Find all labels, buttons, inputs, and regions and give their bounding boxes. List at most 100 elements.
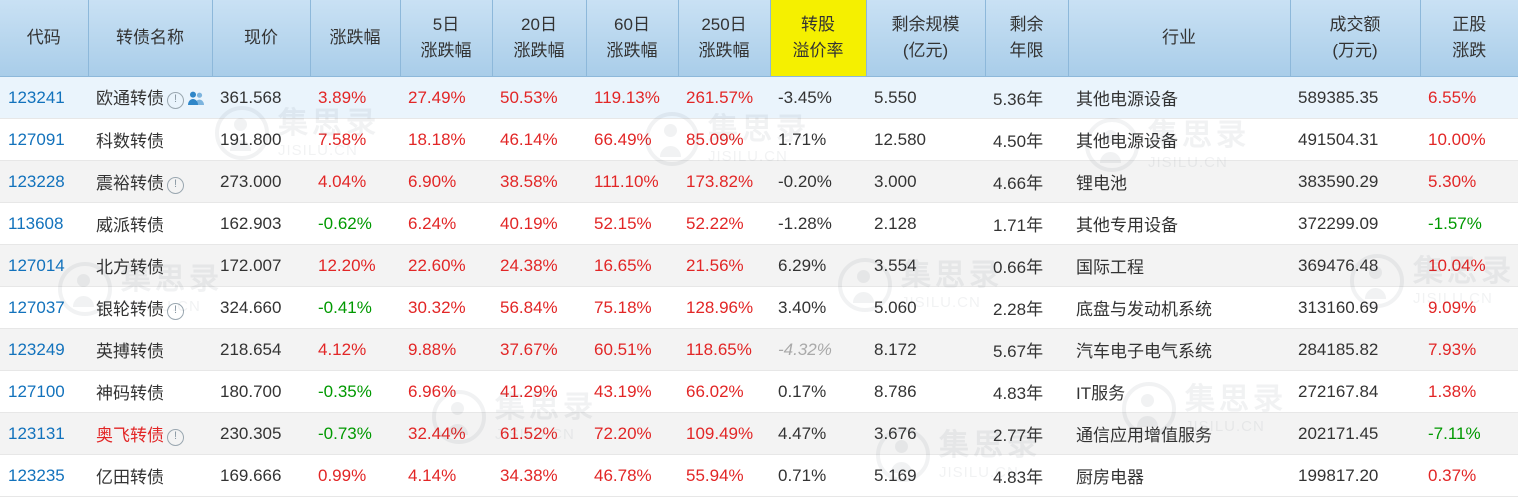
cell-size: 3.554 bbox=[866, 244, 985, 287]
cell-industry: IT服务 bbox=[1068, 370, 1290, 413]
cell-chg20: 34.38% bbox=[492, 454, 586, 497]
bond-name-link[interactable]: 欧通转债 bbox=[96, 89, 164, 108]
cell-chg250: 173.82% bbox=[678, 160, 770, 203]
cell-chg: 4.04% bbox=[310, 160, 400, 203]
cell-chg250: 21.56% bbox=[678, 244, 770, 287]
cell-name: 威派转债 bbox=[88, 202, 212, 245]
cell-chg250: 261.57% bbox=[678, 76, 770, 119]
info-icon[interactable]: ! bbox=[167, 177, 184, 194]
cell-chg20: 41.29% bbox=[492, 370, 586, 413]
cell-turnover: 284185.82 bbox=[1290, 328, 1420, 371]
bond-name-link[interactable]: 神码转债 bbox=[96, 384, 164, 403]
cell-chg60: 111.10% bbox=[586, 160, 678, 203]
table-row: 113608 威派转债 162.903 -0.62% 6.24% 40.19% 52.15%… bbox=[0, 202, 1518, 245]
column-header-label: 代码 bbox=[26, 28, 61, 47]
cell-years: 4.66年 bbox=[985, 160, 1068, 203]
column-header-chg60[interactable]: 60日 涨跌幅 bbox=[586, 0, 679, 77]
cell-size: 3.000 bbox=[866, 160, 985, 203]
column-header-label: 5日 bbox=[432, 15, 460, 34]
column-header-price[interactable]: 现价 bbox=[212, 0, 311, 77]
column-header-chg250[interactable]: 250日 涨跌幅 bbox=[678, 0, 771, 77]
cell-years: 1.71年 bbox=[985, 202, 1068, 245]
column-header-turnover[interactable]: 成交额 (万元) bbox=[1290, 0, 1421, 77]
bond-name-link[interactable]: 亿田转债 bbox=[96, 468, 164, 487]
cell-size: 12.580 bbox=[866, 118, 985, 161]
cell-stockchg: 7.93% bbox=[1420, 328, 1518, 371]
bond-code-link[interactable]: 113608 bbox=[8, 213, 64, 233]
cell-code: 123228 bbox=[0, 160, 88, 203]
column-header-name[interactable]: 转债名称 bbox=[88, 0, 213, 77]
cell-chg250: 109.49% bbox=[678, 412, 770, 455]
column-header-label: 溢价率 bbox=[792, 41, 844, 60]
column-header-label: 涨跌幅 bbox=[513, 41, 565, 60]
cell-premium: -4.32% bbox=[770, 328, 866, 371]
bond-name-link[interactable]: 英搏转债 bbox=[96, 342, 164, 361]
bond-code-link[interactable]: 127091 bbox=[8, 129, 65, 149]
bond-code-link[interactable]: 123249 bbox=[8, 339, 65, 359]
info-icon[interactable]: ! bbox=[167, 429, 184, 446]
bond-name-link[interactable]: 银轮转债 bbox=[96, 300, 164, 319]
column-header-label: 年限 bbox=[1009, 41, 1044, 60]
holders-icon[interactable] bbox=[187, 91, 206, 110]
cell-code: 123131 bbox=[0, 412, 88, 455]
cell-chg250: 128.96% bbox=[678, 286, 770, 329]
cell-chg: -0.35% bbox=[310, 370, 400, 413]
table-row: 123235 亿田转债 169.666 0.99% 4.14% 34.38% 46.78% 5… bbox=[0, 454, 1518, 497]
cell-premium: -1.28% bbox=[770, 202, 866, 245]
column-header-label: 20日 bbox=[521, 15, 557, 34]
column-header-label: 现价 bbox=[244, 28, 278, 47]
column-header-chg5[interactable]: 5日涨跌幅 bbox=[400, 0, 493, 77]
column-header-premium[interactable]: 转股 溢价率 bbox=[770, 0, 867, 77]
column-header-label: 剩余规模 bbox=[891, 15, 960, 34]
column-header-chg[interactable]: 涨跌幅 bbox=[310, 0, 401, 77]
cell-turnover: 491504.31 bbox=[1290, 118, 1420, 161]
bond-code-link[interactable]: 123228 bbox=[8, 171, 65, 191]
table-row: 127100 神码转债 180.700 -0.35% 6.96% 41.29% 43.19%… bbox=[0, 370, 1518, 413]
info-icon[interactable]: ! bbox=[167, 92, 184, 109]
column-header-size[interactable]: 剩余规模 (亿元) bbox=[866, 0, 986, 77]
cell-premium: -0.20% bbox=[770, 160, 866, 203]
cell-turnover: 383590.29 bbox=[1290, 160, 1420, 203]
cell-chg20: 56.84% bbox=[492, 286, 586, 329]
bond-code-link[interactable]: 123131 bbox=[8, 423, 65, 443]
cell-price: 169.666 bbox=[212, 454, 310, 497]
cell-turnover: 313160.69 bbox=[1290, 286, 1420, 329]
column-header-stockchg[interactable]: 正股 涨跌 bbox=[1420, 0, 1518, 77]
cell-chg250: 85.09% bbox=[678, 118, 770, 161]
cell-chg250: 66.02% bbox=[678, 370, 770, 413]
cell-turnover: 372299.09 bbox=[1290, 202, 1420, 245]
bond-name-link[interactable]: 震裕转债 bbox=[96, 174, 164, 193]
bond-name-link[interactable]: 北方转债 bbox=[96, 258, 164, 277]
cell-premium: 3.40% bbox=[770, 286, 866, 329]
bond-name-link[interactable]: 奥飞转债 bbox=[96, 426, 164, 445]
column-header-industry[interactable]: 行业 bbox=[1068, 0, 1291, 77]
column-header-label: 涨跌 bbox=[1452, 41, 1487, 60]
bond-code-link[interactable]: 127014 bbox=[8, 255, 65, 275]
bond-name-link[interactable]: 威派转债 bbox=[96, 216, 164, 235]
cell-chg5: 22.60% bbox=[400, 244, 492, 287]
cell-chg: 0.99% bbox=[310, 454, 400, 497]
cell-industry: 厨房电器 bbox=[1068, 454, 1290, 497]
bond-code-link[interactable]: 123241 bbox=[8, 87, 65, 107]
cell-chg: -0.62% bbox=[310, 202, 400, 245]
column-header-label: 转股 bbox=[801, 15, 835, 34]
cell-industry: 汽车电子电气系统 bbox=[1068, 328, 1290, 371]
bond-code-link[interactable]: 123235 bbox=[8, 465, 65, 485]
info-icon[interactable]: ! bbox=[167, 303, 184, 320]
cell-chg: -0.73% bbox=[310, 412, 400, 455]
column-header-label: 涨跌幅 bbox=[420, 41, 472, 60]
column-header-label: 250日 bbox=[701, 15, 747, 34]
bond-name-link[interactable]: 科数转债 bbox=[96, 132, 164, 151]
column-header-chg20[interactable]: 20日涨跌幅 bbox=[492, 0, 587, 77]
cell-chg5: 6.24% bbox=[400, 202, 492, 245]
column-header-code[interactable]: 代码 bbox=[0, 0, 89, 77]
column-header-years[interactable]: 剩余 年限 bbox=[985, 0, 1069, 77]
bond-code-link[interactable]: 127037 bbox=[8, 297, 65, 317]
column-header-label: 60日 bbox=[614, 15, 650, 34]
cell-years: 5.36年 bbox=[985, 76, 1068, 119]
cell-years: 0.66年 bbox=[985, 244, 1068, 287]
bond-code-link[interactable]: 127100 bbox=[8, 381, 65, 401]
cell-industry: 国际工程 bbox=[1068, 244, 1290, 287]
cell-years: 4.83年 bbox=[985, 454, 1068, 497]
